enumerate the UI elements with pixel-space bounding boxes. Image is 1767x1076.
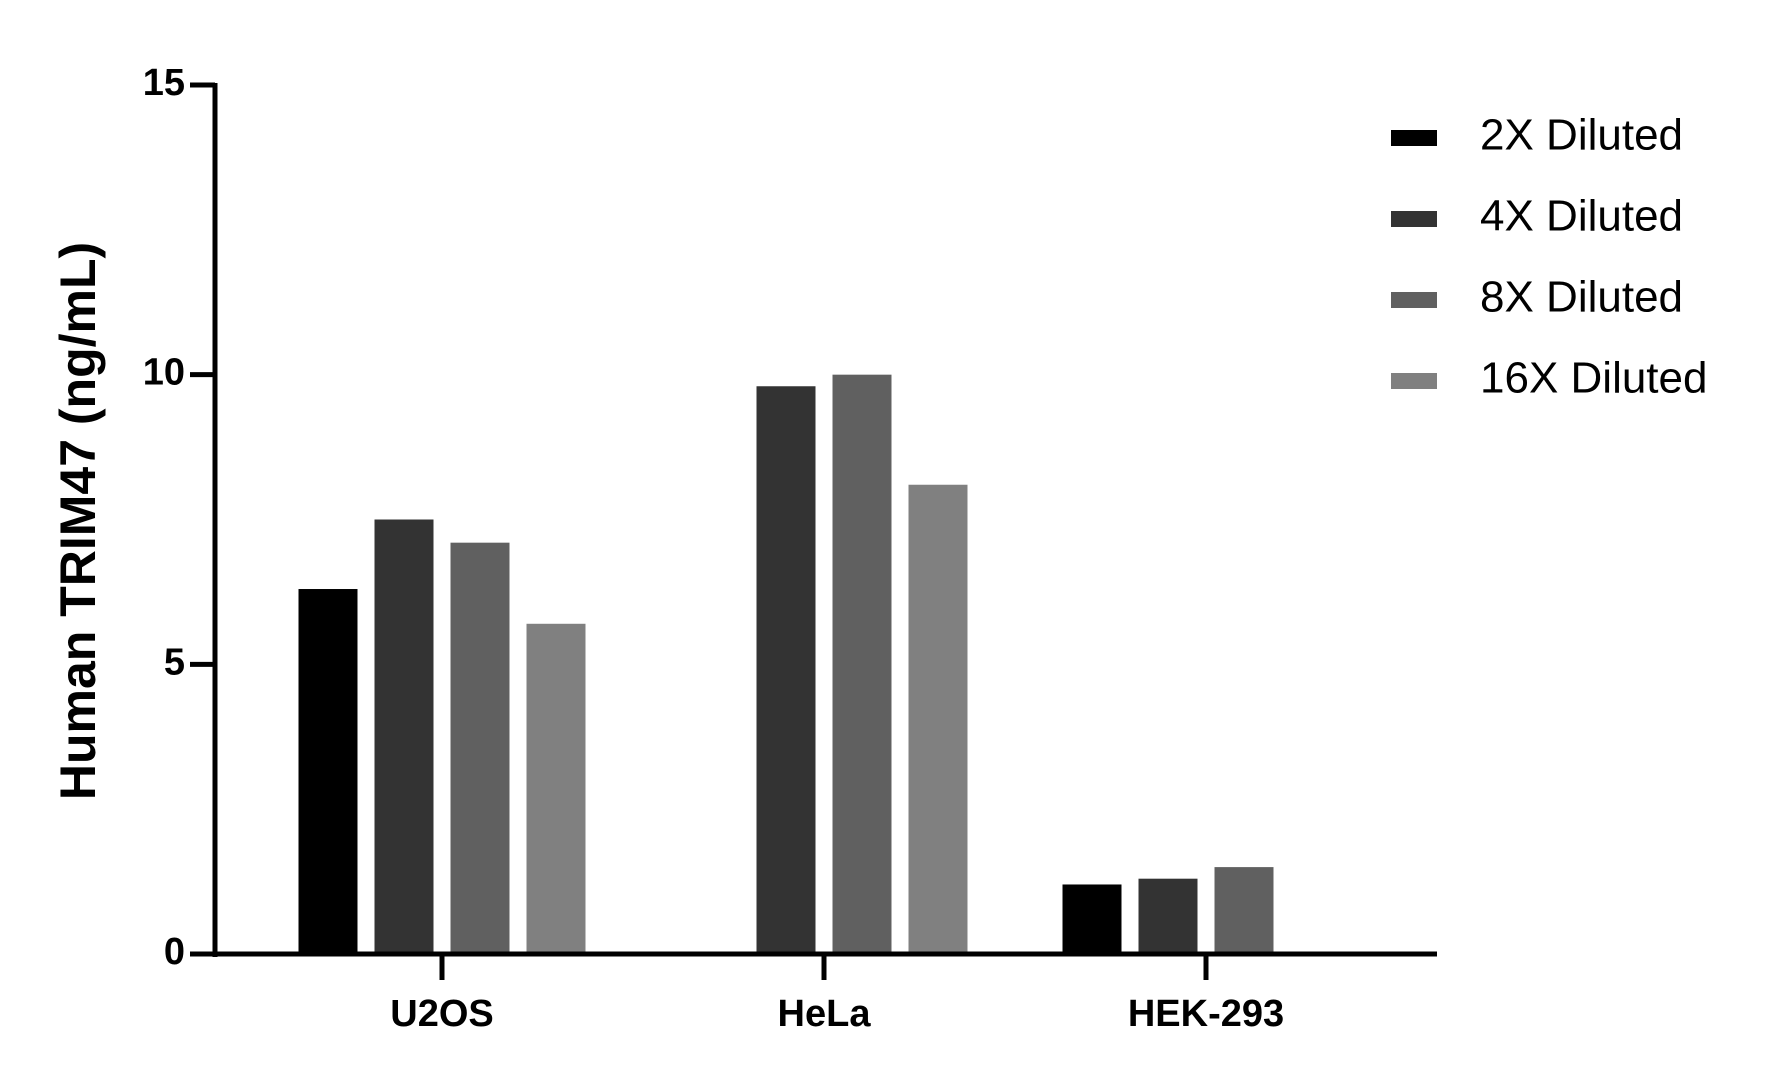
y-tick-label: 15 — [143, 62, 185, 104]
x-tick-label: U2OS — [390, 993, 493, 1035]
legend-label: 2X Diluted — [1480, 111, 1683, 160]
bar — [1138, 878, 1198, 954]
x-tick-label: HeLa — [778, 993, 872, 1035]
legend-swatch — [1391, 211, 1437, 227]
x-tick-label: HEK-293 — [1128, 993, 1284, 1035]
y-tick-label: 0 — [164, 931, 185, 973]
y-axis-label: Human TRIM47 (ng/mL) — [50, 242, 106, 800]
bar — [832, 374, 892, 955]
legend-swatch — [1391, 373, 1437, 389]
bar — [374, 519, 434, 954]
legend-label: 8X Diluted — [1480, 273, 1683, 322]
legend-swatch — [1391, 292, 1437, 308]
bar — [1062, 884, 1122, 954]
bar — [526, 623, 586, 954]
y-tick-label: 10 — [143, 352, 185, 394]
bar — [450, 542, 510, 954]
bar — [908, 484, 968, 954]
bar — [298, 589, 358, 954]
legend-label: 16X Diluted — [1480, 354, 1707, 403]
y-tick-label: 5 — [164, 641, 185, 683]
legend-label: 4X Diluted — [1480, 192, 1683, 241]
legend-swatch — [1391, 130, 1437, 146]
bar — [1214, 867, 1274, 954]
bar — [756, 386, 816, 955]
